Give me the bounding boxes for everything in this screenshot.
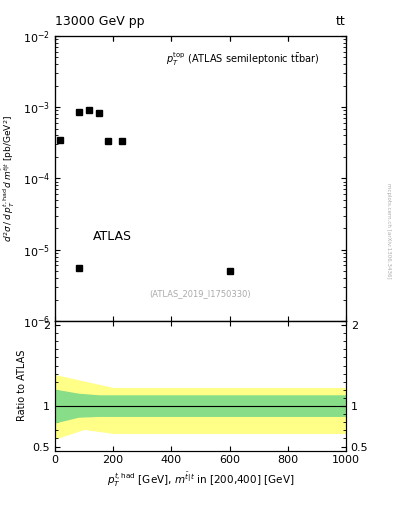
Y-axis label: Ratio to ATLAS: Ratio to ATLAS — [17, 350, 27, 421]
X-axis label: $p_T^{t,\rm had}$ [GeV], $m^{\bar{t}|t}$ in [200,400] [GeV]: $p_T^{t,\rm had}$ [GeV], $m^{\bar{t}|t}$… — [107, 471, 294, 489]
Text: tt: tt — [336, 15, 346, 28]
Text: mcplots.cern.ch [arXiv:1306.3436]: mcplots.cern.ch [arXiv:1306.3436] — [386, 183, 391, 278]
Text: 13000 GeV pp: 13000 GeV pp — [55, 15, 145, 28]
Y-axis label: $d^2\sigma\,/\,d\,p_T^{t,\rm had}\,d\,m^{\bar{t}|t}$ [pb/GeV$^2$]: $d^2\sigma\,/\,d\,p_T^{t,\rm had}\,d\,m^… — [1, 115, 17, 242]
Text: (ATLAS_2019_I1750330): (ATLAS_2019_I1750330) — [150, 289, 251, 298]
Text: ATLAS: ATLAS — [93, 230, 132, 243]
Text: $p_T^{\rm top}$ (ATLAS semileptonic t$\bar{\rm t}$bar): $p_T^{\rm top}$ (ATLAS semileptonic t$\b… — [165, 50, 319, 68]
